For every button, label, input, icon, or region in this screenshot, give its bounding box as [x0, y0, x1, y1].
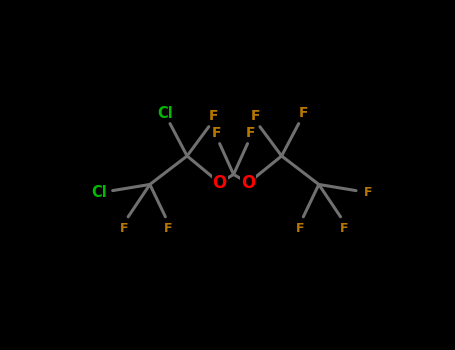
Text: Cl: Cl	[157, 106, 173, 121]
Text: Cl: Cl	[91, 185, 107, 200]
Text: F: F	[340, 222, 349, 235]
Text: F: F	[251, 109, 260, 123]
Text: O: O	[241, 174, 255, 192]
Text: F: F	[209, 109, 218, 123]
Text: F: F	[212, 126, 221, 140]
Text: F: F	[298, 106, 308, 120]
Text: O: O	[212, 174, 227, 192]
Text: F: F	[246, 126, 255, 140]
Text: F: F	[364, 186, 373, 199]
Text: F: F	[164, 222, 173, 235]
Text: F: F	[296, 222, 304, 235]
Text: F: F	[120, 222, 129, 235]
